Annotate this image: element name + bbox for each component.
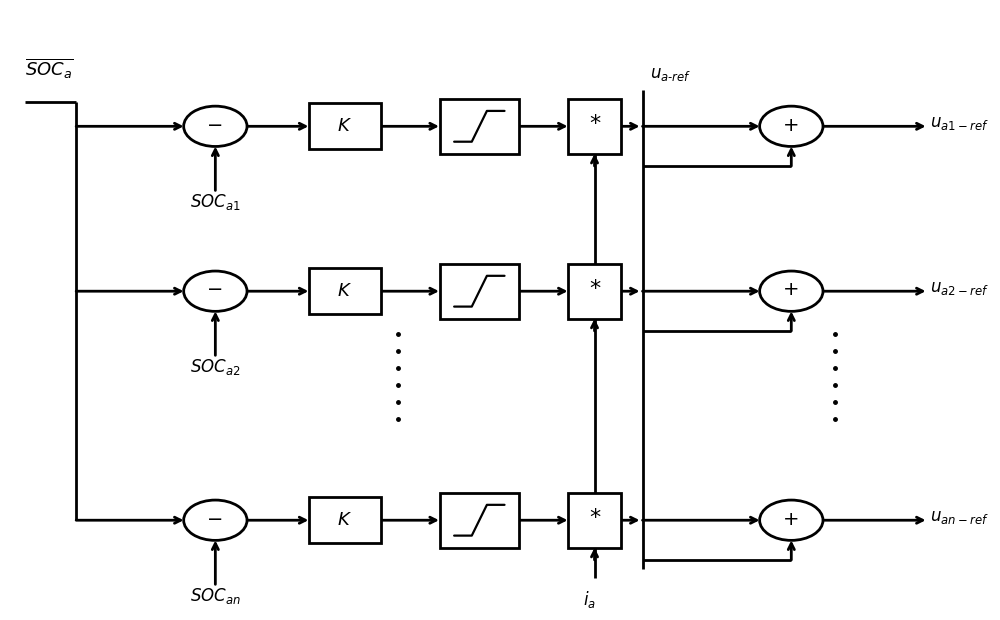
Text: +: + (783, 280, 800, 299)
Text: $u_{a1-ref}$: $u_{a1-ref}$ (930, 114, 989, 132)
Text: $u_{an-ref}$: $u_{an-ref}$ (930, 508, 989, 526)
Circle shape (184, 271, 247, 311)
Text: +: + (783, 510, 800, 528)
Circle shape (760, 106, 823, 146)
Bar (440, 264, 519, 319)
Circle shape (760, 500, 823, 541)
Text: *: * (589, 115, 600, 135)
Circle shape (184, 106, 247, 146)
Text: $u_{a\text{-}ref}$: $u_{a\text{-}ref}$ (650, 65, 692, 84)
Bar (309, 497, 381, 543)
Bar (568, 264, 621, 319)
Text: $K$: $K$ (337, 512, 352, 529)
Text: −: − (207, 510, 224, 528)
Bar (440, 99, 519, 154)
Text: −: − (207, 115, 224, 135)
Text: $K$: $K$ (337, 117, 352, 135)
Text: $u_{a2-ref}$: $u_{a2-ref}$ (930, 279, 989, 297)
Circle shape (760, 271, 823, 311)
Bar (568, 493, 621, 547)
Text: +: + (783, 115, 800, 135)
Circle shape (184, 500, 247, 541)
Text: −: − (207, 280, 224, 299)
Text: $SOC_{an}$: $SOC_{an}$ (190, 585, 241, 606)
Text: $SOC_{a2}$: $SOC_{a2}$ (190, 356, 241, 376)
Bar (309, 268, 381, 314)
Text: $\overline{SOC_a}$: $\overline{SOC_a}$ (25, 56, 74, 80)
Bar (309, 104, 381, 149)
Bar (440, 493, 519, 547)
Text: $i_a$: $i_a$ (583, 589, 596, 610)
Bar (568, 99, 621, 154)
Text: *: * (589, 508, 600, 528)
Text: $K$: $K$ (337, 282, 352, 300)
Text: $SOC_{a1}$: $SOC_{a1}$ (190, 192, 241, 211)
Text: *: * (589, 280, 600, 299)
